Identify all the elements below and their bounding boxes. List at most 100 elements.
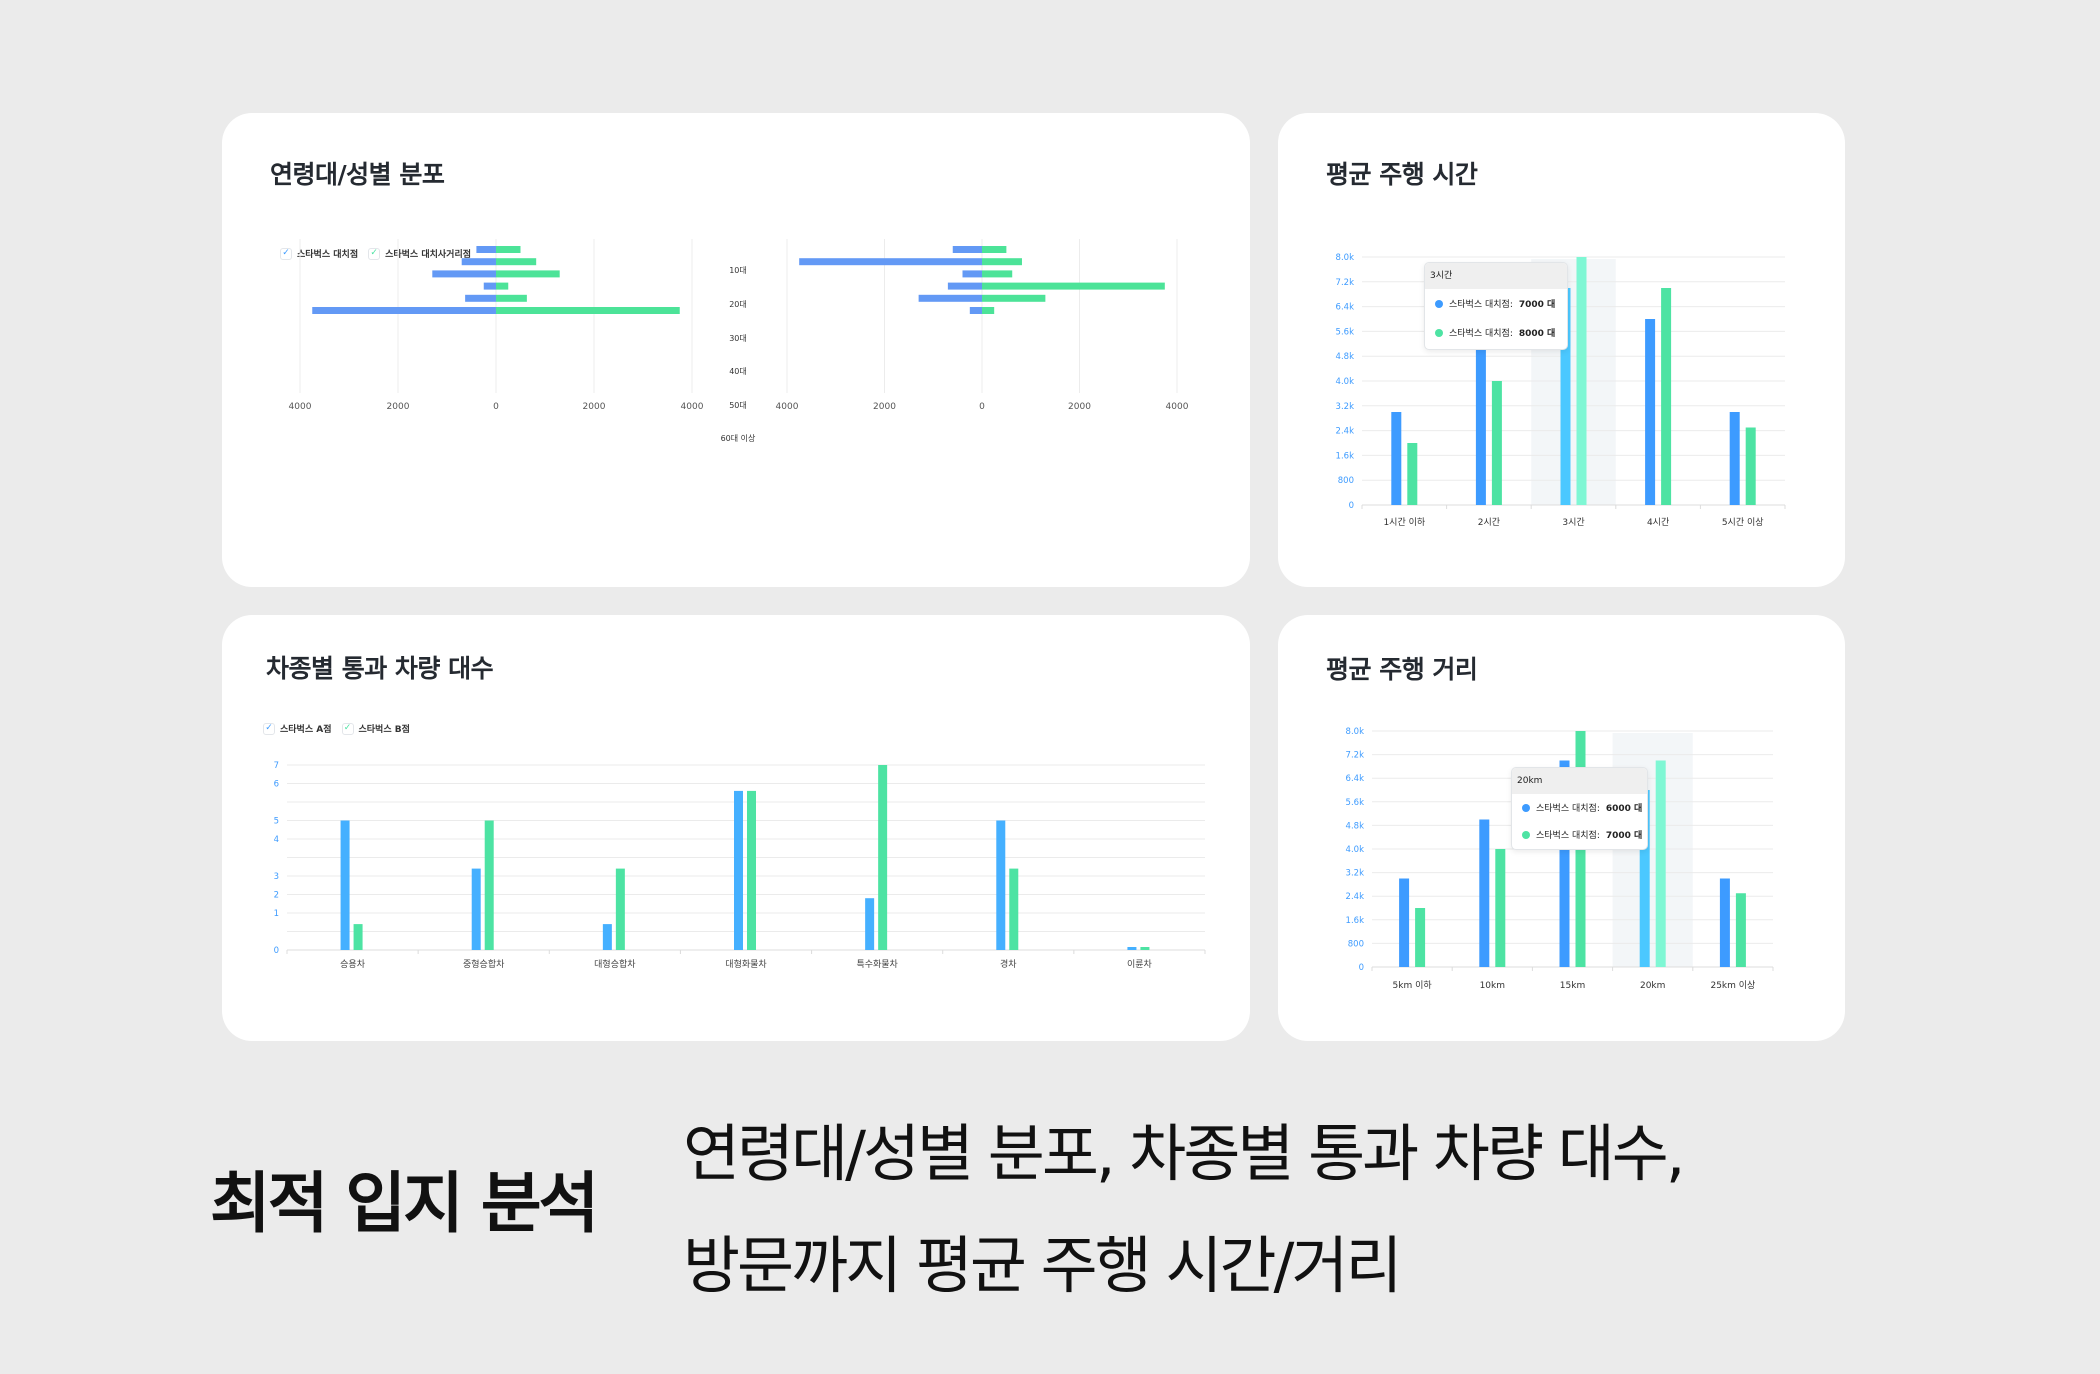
svg-text:4000: 4000 bbox=[1166, 402, 1189, 412]
drive-time-tooltip: 3시간 스타벅스 대치점: 7000 대 스타벅스 대치점: 8000 대 bbox=[1424, 262, 1568, 350]
svg-text:0: 0 bbox=[1359, 963, 1364, 973]
footer-heading: 최적 입지 분석 bbox=[210, 1165, 599, 1242]
svg-text:20km: 20km bbox=[1640, 981, 1665, 991]
legend-item-b[interactable]: ✓ 스타벅스 B점 bbox=[341, 722, 410, 735]
svg-text:2000: 2000 bbox=[387, 402, 410, 412]
svg-text:6.4k: 6.4k bbox=[1336, 303, 1355, 313]
butterfly-left-panel: 4000 2000 0 2000 4000 bbox=[289, 239, 704, 412]
svg-text:5.6k: 5.6k bbox=[1336, 327, 1355, 337]
svg-text:30대: 30대 bbox=[729, 334, 747, 343]
vehicle-type-bar-chart: 0 1 2 3 4 5 6 7 승용차 중형승합차 대형승합차 대형화물차 특수화물차 경차 이륜차 bbox=[274, 761, 1206, 970]
svg-text:특수화물차: 특수화물차 bbox=[856, 958, 898, 970]
footer-description: 연령대/성별 분포, 차종별 통과 차량 대수, 방문까지 평균 주행 시간/거… bbox=[683, 1098, 1685, 1322]
svg-text:4000: 4000 bbox=[289, 402, 312, 412]
svg-text:1.6k: 1.6k bbox=[1336, 451, 1355, 461]
age-labels: 10대 20대 30대 40대 50대 60대 이상 bbox=[721, 266, 756, 443]
svg-text:40대: 40대 bbox=[729, 367, 747, 376]
drive-time-card: 평균 주행 시간 0 800 1.6k 2.4k 3.2k 4.0k 4.8k 5.6k 6.4… bbox=[1278, 113, 1845, 587]
svg-text:2시간: 2시간 bbox=[1478, 517, 1500, 528]
svg-text:2.4k: 2.4k bbox=[1346, 892, 1365, 902]
legend-item-a[interactable]: ✓ 스타벅스 A점 bbox=[263, 722, 332, 735]
svg-text:이륜차: 이륜차 bbox=[1127, 958, 1153, 970]
svg-text:800: 800 bbox=[1338, 476, 1354, 486]
svg-text:2000: 2000 bbox=[583, 402, 606, 412]
svg-text:2: 2 bbox=[274, 891, 279, 901]
svg-text:0: 0 bbox=[1349, 501, 1354, 511]
drive-distance-tooltip: 20km 스타벅스 대치점: 6000 대 스타벅스 대치점: 7000 대 bbox=[1511, 767, 1648, 850]
svg-text:800: 800 bbox=[1348, 939, 1364, 949]
svg-text:20대: 20대 bbox=[729, 300, 747, 309]
tooltip-header: 3시간 bbox=[1425, 263, 1567, 289]
tooltip-label: 스타벅스 대치점: bbox=[1536, 804, 1600, 814]
svg-text:1: 1 bbox=[274, 909, 279, 919]
checkbox-icon[interactable]: ✓ bbox=[368, 247, 381, 260]
legend-label: 스타벅스 B점 bbox=[358, 725, 410, 735]
svg-text:8.0k: 8.0k bbox=[1336, 253, 1355, 263]
age-gender-card: 연령대/성별 분포 ✓ 스타벅스 대치점 ✓ 스타벅스 대치사거리점 4000 2… bbox=[222, 113, 1250, 587]
checkbox-icon[interactable]: ✓ bbox=[341, 722, 354, 735]
svg-text:7: 7 bbox=[274, 761, 279, 771]
svg-text:4.8k: 4.8k bbox=[1336, 352, 1355, 362]
svg-text:3.2k: 3.2k bbox=[1346, 869, 1365, 879]
svg-text:0: 0 bbox=[493, 402, 499, 412]
svg-text:5km 이하: 5km 이하 bbox=[1393, 980, 1433, 991]
svg-text:8.0k: 8.0k bbox=[1346, 727, 1365, 737]
svg-text:15km: 15km bbox=[1560, 981, 1585, 991]
svg-text:10대: 10대 bbox=[729, 266, 747, 275]
legend-item-daechi[interactable]: ✓ 스타벅스 대치점 bbox=[280, 247, 358, 260]
legend-label: 스타벅스 대치점 bbox=[297, 250, 359, 260]
card-title-age-gender: 연령대/성별 분포 bbox=[270, 160, 445, 189]
butterfly-right-panel: 4000 2000 0 2000 4000 bbox=[776, 239, 1189, 412]
svg-text:4.0k: 4.0k bbox=[1336, 377, 1355, 387]
age-gender-legend: ✓ 스타벅스 대치점 ✓ 스타벅스 대치사거리점 bbox=[280, 247, 475, 260]
tooltip-header: 20km bbox=[1512, 768, 1647, 794]
svg-text:2.4k: 2.4k bbox=[1336, 427, 1355, 437]
footer-description-line-1: 연령대/성별 분포, 차종별 통과 차량 대수, bbox=[683, 1117, 1685, 1190]
svg-text:4000: 4000 bbox=[776, 402, 799, 412]
svg-text:60대 이상: 60대 이상 bbox=[721, 433, 756, 443]
svg-text:25km 이상: 25km 이상 bbox=[1710, 980, 1755, 991]
svg-text:4000: 4000 bbox=[681, 402, 704, 412]
dot-icon bbox=[1435, 328, 1443, 337]
svg-text:대형승합차: 대형승합차 bbox=[594, 958, 636, 970]
legend-item-daechi-sageori[interactable]: ✓ 스타벅스 대치사거리점 bbox=[368, 247, 471, 260]
svg-text:3시간: 3시간 bbox=[1562, 517, 1584, 528]
svg-text:7.2k: 7.2k bbox=[1346, 751, 1365, 761]
svg-text:대형화물차: 대형화물차 bbox=[725, 958, 767, 970]
svg-text:5: 5 bbox=[274, 817, 279, 827]
vehicle-type-card: 차종별 통과 차량 대수 ✓ 스타벅스 A점 ✓ 스타벅스 B점 0 1 2 3 4 5 6… bbox=[222, 615, 1250, 1041]
svg-text:3.2k: 3.2k bbox=[1336, 402, 1355, 412]
svg-text:0: 0 bbox=[274, 946, 279, 956]
svg-text:5시간 이상: 5시간 이상 bbox=[1722, 517, 1764, 528]
svg-text:0: 0 bbox=[979, 402, 985, 412]
card-title-drive-time: 평균 주행 시간 bbox=[1326, 160, 1478, 189]
tooltip-row: 스타벅스 대치점: 7000 대 bbox=[1425, 289, 1567, 318]
tooltip-row: 스타벅스 대치점: 7000 대 bbox=[1512, 821, 1647, 848]
svg-text:50대: 50대 bbox=[729, 401, 747, 410]
dot-icon bbox=[1435, 299, 1443, 308]
svg-text:3: 3 bbox=[274, 872, 279, 882]
tooltip-label: 스타벅스 대치점: bbox=[1536, 831, 1600, 841]
butterfly-chart: 4000 2000 0 2000 4000 4000 2000 0 2000 4000 10대 2… bbox=[289, 239, 1189, 443]
legend-label: 스타벅스 A점 bbox=[280, 725, 332, 735]
svg-text:중형승합차: 중형승합차 bbox=[463, 958, 505, 970]
footer-description-line-2: 방문까지 평균 주행 시간/거리 bbox=[683, 1229, 1402, 1302]
checkbox-icon[interactable]: ✓ bbox=[263, 722, 275, 735]
tooltip-value: 6000 대 bbox=[1605, 804, 1643, 814]
svg-text:5.6k: 5.6k bbox=[1346, 798, 1365, 808]
checkbox-icon[interactable]: ✓ bbox=[280, 247, 292, 260]
tooltip-row: 스타벅스 대치점: 6000 대 bbox=[1512, 794, 1647, 821]
tooltip-label: 스타벅스 대치점: bbox=[1449, 329, 1513, 339]
svg-text:승용차: 승용차 bbox=[340, 958, 366, 970]
svg-text:10km: 10km bbox=[1480, 981, 1505, 991]
tooltip-row: 스타벅스 대치점: 8000 대 bbox=[1425, 318, 1567, 347]
svg-text:2000: 2000 bbox=[873, 402, 896, 412]
tooltip-value: 8000 대 bbox=[1518, 329, 1556, 339]
vehicle-type-legend: ✓ 스타벅스 A점 ✓ 스타벅스 B점 bbox=[263, 722, 414, 735]
tooltip-label: 스타벅스 대치점: bbox=[1449, 300, 1513, 310]
tooltip-value: 7000 대 bbox=[1518, 300, 1556, 310]
dot-icon bbox=[1522, 830, 1530, 839]
svg-text:2000: 2000 bbox=[1068, 402, 1091, 412]
svg-text:경차: 경차 bbox=[1000, 958, 1017, 970]
card-title-drive-distance: 평균 주행 거리 bbox=[1326, 655, 1478, 684]
